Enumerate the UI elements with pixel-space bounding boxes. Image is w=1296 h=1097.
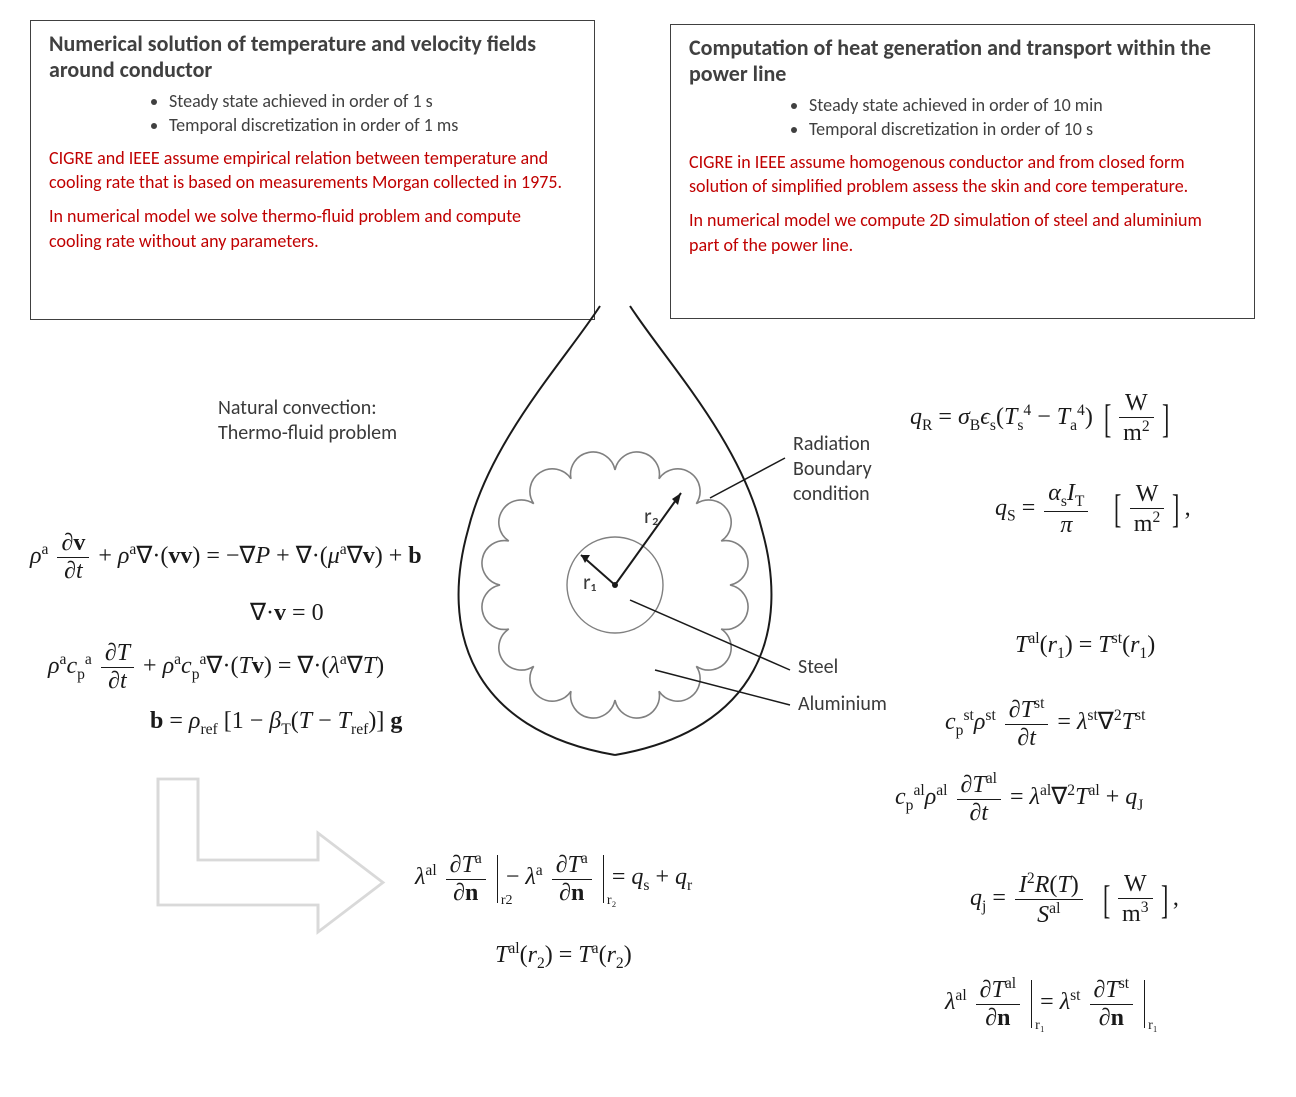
eq-momentum: ρa ∂v∂t + ρa∇·(vv) = −∇P + ∇·(μa∇v) + b <box>30 530 422 585</box>
right-bullet-1: Steady state achieved in order of 10 min <box>809 94 1236 116</box>
right-box-bullets: Steady state achieved in order of 10 min… <box>809 94 1236 140</box>
right-bullet-2: Temporal discretization in order of 10 s <box>809 118 1236 140</box>
right-box-title: Computation of heat generation and trans… <box>689 35 1236 88</box>
left-red-1: CIGRE and IEEE assume empirical relation… <box>49 146 576 195</box>
left-box-title: Numerical solution of temperature and ve… <box>49 31 576 84</box>
radiation-bc-label: Radiation Boundary condition <box>793 432 872 507</box>
r2-label: r₂ <box>644 502 659 530</box>
right-info-box: Computation of heat generation and trans… <box>670 24 1255 319</box>
eq-qj-joule: qj = I2R(T)Sal [Wm3], <box>970 870 1179 929</box>
conductor-diagram <box>430 300 800 760</box>
eq-qs-solar: qS = αsITπ [Wm2], <box>995 480 1191 539</box>
flow-arrow-icon <box>148 770 388 940</box>
natural-convection-label: Natural convection: Thermo-fluid problem <box>218 396 397 446</box>
left-red-2: In numerical model we solve thermo-fluid… <box>49 204 576 253</box>
eq-continuity: ∇·v = 0 <box>250 598 324 627</box>
steel-label: Steel <box>798 655 838 680</box>
eq-heat-aluminium: cpalρal ∂Tal∂t = λal∇2Tal + qJ <box>895 770 1143 827</box>
left-bullet-2: Temporal discretization in order of 1 ms <box>169 114 576 136</box>
r1-label: r₁ <box>583 568 596 596</box>
left-info-box: Numerical solution of temperature and ve… <box>30 20 595 320</box>
aluminium-label: Aluminium <box>798 692 887 717</box>
eq-boussinesq: b = ρref [1 − βT(T − Tref)] g <box>150 708 402 739</box>
left-box-bullets: Steady state achieved in order of 1 s Te… <box>169 90 576 136</box>
eq-energy-air: ρacpa ∂T∂t + ρacpa∇·(Tv) = ∇·(λa∇T) <box>48 640 384 695</box>
eq-temp-continuity-r1: Tal(r1) = Tst(r1) <box>1015 630 1155 663</box>
page-root: Numerical solution of temperature and ve… <box>0 0 1296 1097</box>
eq-flux-continuity-r1: λal ∂Tal∂n r₁ = λst ∂Tst∂n r₁ <box>945 975 1147 1032</box>
right-red-2: In numerical model we compute 2D simulat… <box>689 208 1236 257</box>
eq-temp-continuity-r2: Tal(r2) = Ta(r2) <box>495 940 632 973</box>
eq-qr-radiation: qR = σBϵs(Ts4 − Ta4) [Wm2] <box>910 390 1174 447</box>
right-red-1: CIGRE in IEEE assume homogenous conducto… <box>689 150 1236 199</box>
left-bullet-1: Steady state achieved in order of 1 s <box>169 90 576 112</box>
eq-heat-steel: cpstρst ∂Tst∂t = λst∇2Tst <box>945 695 1145 752</box>
eq-flux-balance: λal ∂Ta∂n r2 − λa ∂Ta∂n r₂ = qs + qr <box>415 850 692 907</box>
